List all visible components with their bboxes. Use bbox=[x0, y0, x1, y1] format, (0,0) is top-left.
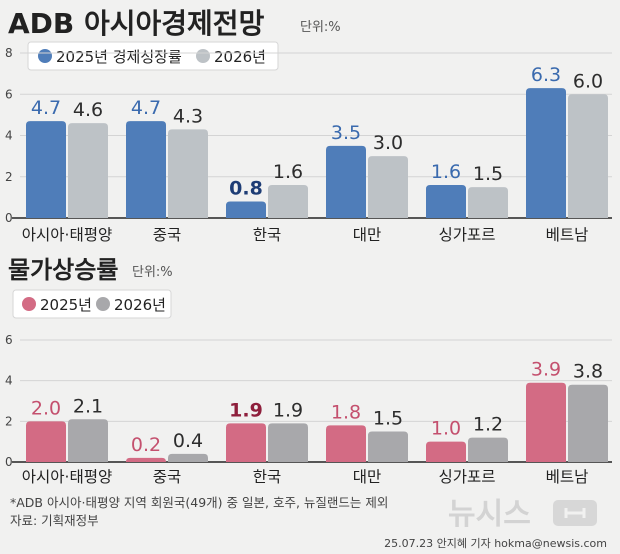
growth-value-label: 1.6 bbox=[431, 161, 461, 183]
growth-legend-box bbox=[27, 41, 279, 71]
inflation-chart: 물가상승률 단위:% 2025년 2026년 0 2 4 6 2.0 2.1 0.2 0.4… bbox=[5, 256, 612, 486]
inflation-value-label: 1.2 bbox=[473, 414, 503, 436]
inflation-value-label: 0.2 bbox=[131, 434, 161, 456]
growth-value-label: 3.5 bbox=[331, 122, 361, 144]
inflation-bar bbox=[426, 441, 466, 462]
growth-bar bbox=[226, 201, 266, 218]
growth-y-tick: 2 bbox=[5, 170, 13, 184]
growth-value-label: 4.7 bbox=[131, 97, 161, 119]
growth-y-tick: 8 bbox=[5, 46, 13, 60]
growth-value-label: 0.8 bbox=[229, 178, 263, 200]
growth-bar bbox=[268, 185, 308, 218]
inflation-bar bbox=[126, 457, 166, 462]
inflation-value-label: 1.0 bbox=[431, 418, 461, 440]
inflation-value-label: 3.8 bbox=[573, 361, 603, 383]
inflation-bar bbox=[326, 425, 366, 462]
inflation-value-label: 1.9 bbox=[229, 399, 263, 421]
inflation-bar bbox=[26, 421, 66, 462]
inflation-value-label: 2.1 bbox=[73, 395, 103, 417]
inflation-y-tick: 4 bbox=[5, 374, 13, 388]
inflation-y-tick: 2 bbox=[5, 414, 13, 428]
growth-bar bbox=[68, 123, 108, 218]
growth-value-label: 6.0 bbox=[573, 70, 603, 92]
growth-bar bbox=[526, 88, 566, 218]
inflation-value-label: 0.4 bbox=[173, 430, 203, 452]
inflation-bar bbox=[526, 382, 566, 462]
growth-bar bbox=[326, 145, 366, 218]
growth-bar bbox=[468, 187, 508, 218]
growth-value-label: 1.5 bbox=[473, 163, 503, 185]
inflation-value-label: 1.5 bbox=[373, 408, 403, 430]
inflation-category-label: 아시아·태평양 bbox=[22, 468, 113, 486]
main-unit: 단위:% bbox=[300, 20, 341, 35]
inflation-value-label: 1.9 bbox=[273, 399, 303, 421]
inflation-unit: 단위:% bbox=[132, 265, 173, 280]
watermark: 뉴시스 bbox=[448, 497, 531, 532]
inflation-bar bbox=[226, 423, 266, 462]
growth-bar bbox=[426, 185, 466, 218]
growth-category-label: 한국 bbox=[253, 226, 282, 244]
source: 자료: 기획재정부 bbox=[10, 513, 99, 528]
watermark-logo-icon bbox=[564, 508, 586, 518]
inflation-legend-2026-swatch bbox=[96, 297, 110, 311]
inflation-title: 물가상승률 bbox=[8, 256, 118, 284]
growth-value-label: 6.3 bbox=[531, 64, 561, 86]
inflation-category-label: 중국 bbox=[153, 468, 182, 486]
growth-bar bbox=[368, 156, 408, 218]
growth-y-tick: 6 bbox=[5, 87, 13, 101]
inflation-category-label: 대만 bbox=[353, 468, 382, 486]
growth-value-label: 3.0 bbox=[373, 132, 403, 154]
inflation-legend-2025-swatch bbox=[22, 297, 36, 311]
growth-bar bbox=[168, 129, 208, 218]
inflation-bar bbox=[468, 437, 508, 462]
growth-bar bbox=[568, 94, 608, 218]
growth-value-label: 4.3 bbox=[173, 105, 203, 127]
growth-category-label: 대만 bbox=[353, 226, 382, 244]
inflation-bar bbox=[68, 419, 108, 462]
inflation-legend-box bbox=[12, 289, 172, 319]
inflation-bar bbox=[268, 423, 308, 462]
growth-y-tick: 0 bbox=[5, 211, 13, 225]
growth-chart: 2025년 경제성장률 2026년 0 2 4 6 8 4.7 4.6 4.7 4.3 0.8 1… bbox=[5, 41, 612, 244]
growth-value-label: 1.6 bbox=[273, 161, 303, 183]
inflation-bar bbox=[368, 431, 408, 462]
inflation-category-label: 싱가포르 bbox=[438, 468, 495, 486]
growth-legend-2025-swatch bbox=[38, 49, 52, 63]
inflation-legend-2025-label: 2025년 bbox=[40, 296, 92, 314]
growth-value-label: 4.7 bbox=[31, 97, 61, 119]
growth-category-label: 중국 bbox=[153, 226, 182, 244]
footnote: *ADB 아시아·태평양 지역 회원국(49개) 중 일본, 호주, 뉴질랜드는… bbox=[10, 495, 388, 510]
growth-legend-2026-label: 2026년 bbox=[214, 48, 266, 66]
inflation-value-label: 1.8 bbox=[331, 401, 361, 423]
inflation-legend-2026-label: 2026년 bbox=[114, 296, 166, 314]
growth-y-tick: 4 bbox=[5, 129, 13, 143]
growth-legend-2026-swatch bbox=[196, 49, 210, 63]
credit: 25.07.23 안지혜 기자 hokma@newsis.com bbox=[384, 537, 607, 550]
growth-category-label: 베트남 bbox=[546, 226, 589, 244]
inflation-category-label: 한국 bbox=[253, 468, 282, 486]
inflation-bar bbox=[168, 453, 208, 462]
inflation-value-label: 2.0 bbox=[31, 397, 61, 419]
main-title: ADB 아시아경제전망 bbox=[8, 7, 265, 40]
growth-bar bbox=[26, 121, 66, 218]
growth-legend-2025-label: 2025년 경제성장률 bbox=[56, 48, 182, 66]
inflation-category-label: 베트남 bbox=[546, 468, 589, 486]
growth-category-label: 싱가포르 bbox=[438, 226, 495, 244]
inflation-bar bbox=[568, 384, 608, 462]
inflation-y-tick: 0 bbox=[5, 455, 13, 469]
growth-bar bbox=[126, 121, 166, 218]
inflation-value-label: 3.9 bbox=[531, 359, 561, 381]
growth-category-label: 아시아·태평양 bbox=[22, 226, 113, 244]
growth-value-label: 4.6 bbox=[73, 99, 103, 121]
inflation-y-tick: 6 bbox=[5, 333, 13, 347]
